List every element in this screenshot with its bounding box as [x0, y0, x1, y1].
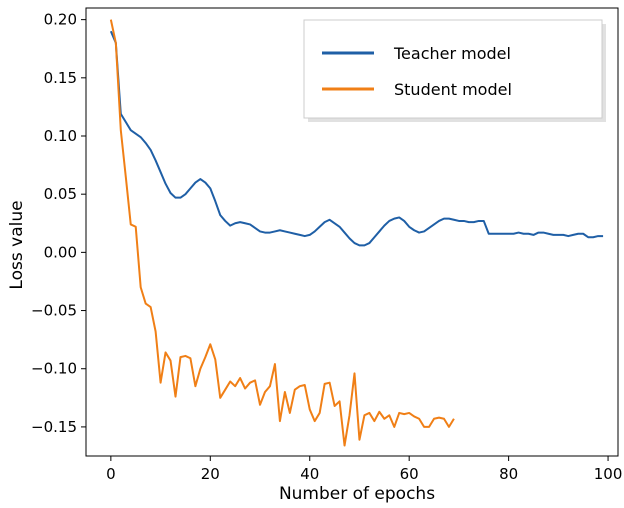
- teacher-model-line: [109, 30, 604, 247]
- x-tick-label: 60: [400, 465, 419, 483]
- plot-area: [109, 19, 604, 447]
- y-tick-label: −0.05: [31, 302, 77, 320]
- y-tick-label: 0.00: [44, 243, 77, 261]
- y-tick-label: 0.05: [44, 185, 77, 203]
- legend-label-student: Student model: [394, 80, 512, 99]
- x-tick-label: 20: [201, 465, 220, 483]
- y-tick-label: 0.20: [44, 11, 77, 29]
- axes-frame: [85, 7, 619, 457]
- legend-box: [303, 19, 603, 119]
- x-tick-label: 0: [106, 465, 116, 483]
- legend: Teacher model Student model: [303, 19, 606, 122]
- y-axis-label: Loss value: [7, 200, 27, 289]
- x-axis-label: Number of epochs: [279, 484, 435, 504]
- x-tick-label: 40: [300, 465, 319, 483]
- x-axis: 0 20 40 60 80 100: [106, 456, 622, 483]
- legend-label-teacher: Teacher model: [393, 44, 511, 63]
- y-tick-label: 0.15: [44, 69, 77, 87]
- y-tick-label: −0.15: [31, 418, 77, 436]
- x-tick-label: 100: [594, 465, 623, 483]
- student-model-line: [109, 19, 455, 447]
- y-axis: 0.20 0.15 0.10 0.05 0.00 −0.05 −0.10 −0.15: [31, 11, 86, 436]
- y-tick-label: −0.10: [31, 360, 77, 378]
- x-tick-label: 80: [499, 465, 518, 483]
- y-tick-label: 0.10: [44, 127, 77, 145]
